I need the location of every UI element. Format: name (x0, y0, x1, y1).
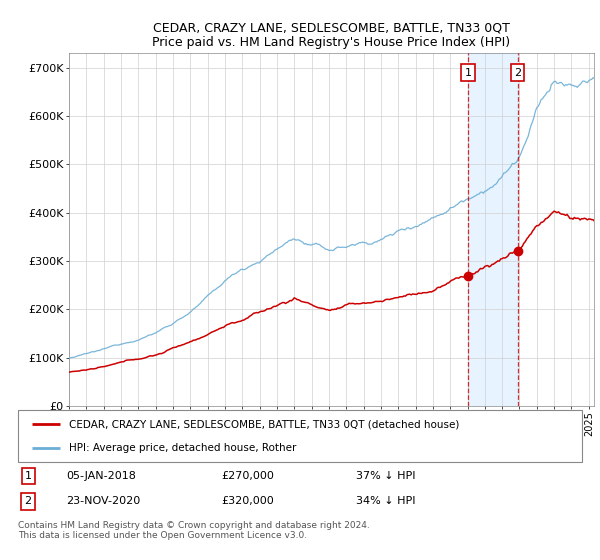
FancyBboxPatch shape (18, 410, 582, 462)
Text: HPI: Average price, detached house, Rother: HPI: Average price, detached house, Roth… (69, 443, 296, 453)
Text: £270,000: £270,000 (221, 471, 274, 480)
Text: Contains HM Land Registry data © Crown copyright and database right 2024.
This d: Contains HM Land Registry data © Crown c… (18, 521, 370, 540)
Text: CEDAR, CRAZY LANE, SEDLESCOMBE, BATTLE, TN33 0QT (detached house): CEDAR, CRAZY LANE, SEDLESCOMBE, BATTLE, … (69, 419, 459, 430)
Text: 23-NOV-2020: 23-NOV-2020 (66, 497, 140, 506)
Bar (468, 53, 518, 406)
Text: 37% ↓ HPI: 37% ↓ HPI (356, 471, 416, 480)
Text: £320,000: £320,000 (221, 497, 274, 506)
Text: 1: 1 (464, 68, 472, 77)
Text: 1: 1 (25, 471, 32, 480)
Text: 05-JAN-2018: 05-JAN-2018 (66, 471, 136, 480)
Text: 2: 2 (25, 497, 32, 506)
Text: 34% ↓ HPI: 34% ↓ HPI (356, 497, 416, 506)
Text: 2: 2 (514, 68, 521, 77)
Title: CEDAR, CRAZY LANE, SEDLESCOMBE, BATTLE, TN33 0QT
Price paid vs. HM Land Registry: CEDAR, CRAZY LANE, SEDLESCOMBE, BATTLE, … (152, 21, 511, 49)
